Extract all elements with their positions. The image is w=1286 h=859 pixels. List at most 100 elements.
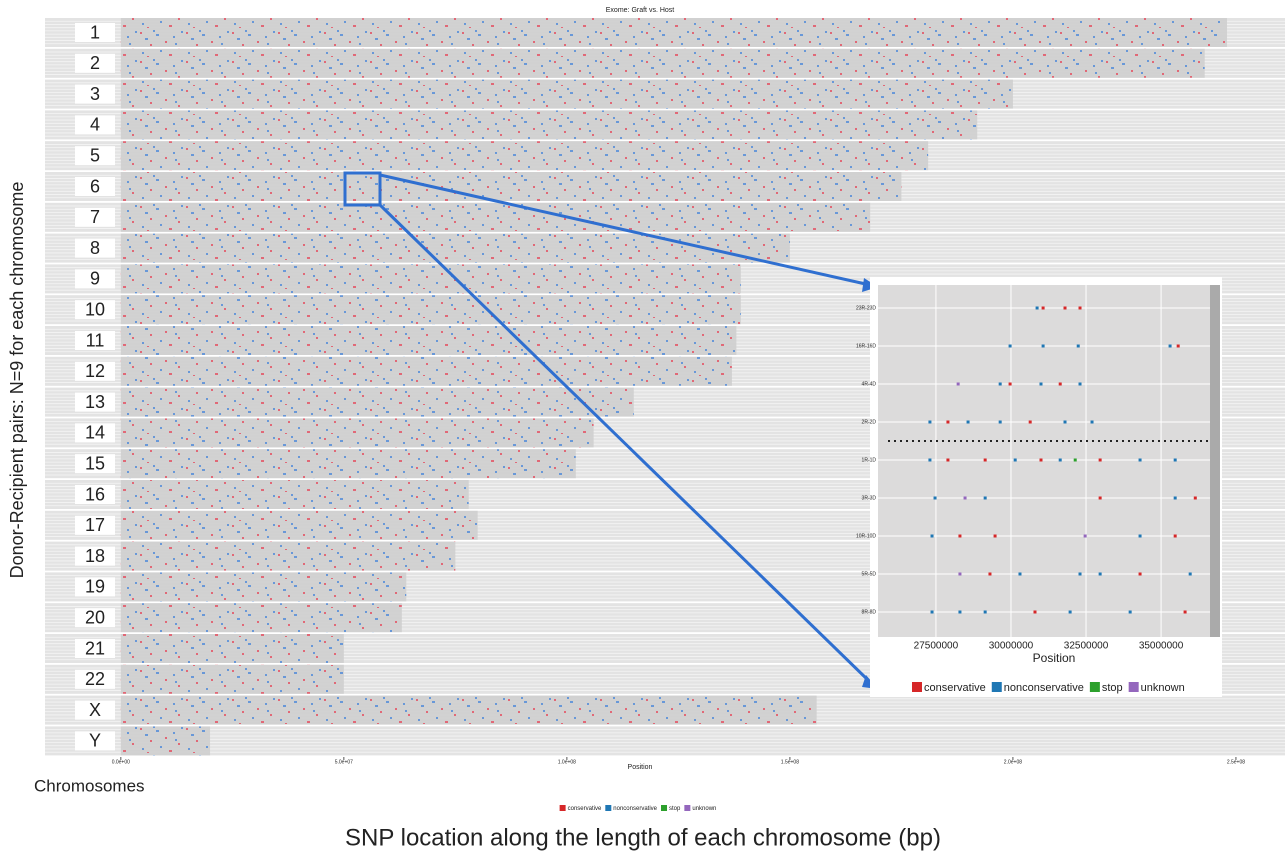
- snp-point: [983, 496, 987, 500]
- label-bg: [75, 300, 115, 320]
- x-tick-label: 5.0e+07: [335, 759, 353, 765]
- legend-label: unknown: [1141, 682, 1185, 694]
- snp-point: [1176, 344, 1180, 348]
- snp-point: [1098, 458, 1102, 462]
- label-bg: [75, 331, 115, 350]
- category-label: 5: [90, 145, 100, 165]
- label-bg: [75, 146, 115, 166]
- snp-extent: [120, 110, 978, 140]
- snp-point: [1063, 306, 1067, 310]
- y-tick-label: 16R-16D: [856, 343, 876, 349]
- snp-point: [966, 420, 970, 424]
- snp-point: [983, 610, 987, 614]
- category-label: 9: [90, 269, 100, 289]
- snp-point: [958, 572, 962, 576]
- snp-point: [983, 458, 987, 462]
- label-bg: [75, 608, 115, 628]
- zoom-box: [343, 171, 382, 207]
- snp-point: [933, 496, 937, 500]
- x-tick-label: 0.0e+00: [112, 759, 130, 765]
- snp-point: [958, 534, 962, 538]
- category-label: 10: [85, 299, 105, 319]
- snp-point: [1138, 534, 1142, 538]
- label-bg: [75, 269, 115, 289]
- snp-extent: [120, 572, 407, 602]
- category-label: 12: [85, 361, 105, 381]
- snp-point: [1173, 496, 1177, 500]
- label-bg: [75, 392, 115, 412]
- caption: SNP location along the length of each ch…: [345, 824, 941, 851]
- legend: conservative nonconservative stop unknown: [559, 805, 716, 812]
- snp-point: [946, 420, 950, 424]
- snp-extent: [120, 480, 469, 509]
- legend-label: stop: [669, 806, 681, 812]
- label-bg: [75, 23, 115, 42]
- snp-extent: [120, 387, 634, 417]
- x-tick-label: 32500000: [1064, 641, 1109, 652]
- legend-swatch: [684, 805, 691, 811]
- snp-extent: [120, 541, 456, 571]
- snp-point: [1138, 572, 1142, 576]
- snp-point: [928, 420, 932, 424]
- snp-point: [963, 496, 967, 500]
- snp-point: [1183, 610, 1187, 614]
- label-bg: [75, 361, 115, 381]
- snp-point: [1008, 382, 1012, 386]
- snp-extent: [120, 664, 344, 694]
- label-bg: [75, 115, 115, 135]
- category-label: 18: [85, 546, 105, 566]
- snp-point: [1193, 496, 1197, 500]
- snp-point: [1028, 420, 1032, 424]
- snp-extent: [120, 418, 594, 448]
- snp-extent: [120, 726, 211, 756]
- y-tick-label: 8R-8D: [862, 609, 877, 615]
- snp-point: [1063, 420, 1067, 424]
- legend-swatch: [991, 682, 1002, 692]
- y-axis-label: Donor-Recipient pairs: N=9 for each chro…: [7, 182, 27, 579]
- label-bg: [75, 423, 115, 443]
- row-band: [45, 726, 1285, 756]
- snp-extent: [120, 18, 1228, 47]
- snp-point: [1039, 458, 1043, 462]
- legend-swatch: [661, 805, 668, 811]
- snp-point: [1033, 610, 1037, 614]
- category-label: 19: [85, 577, 105, 597]
- snp-point: [1068, 610, 1072, 614]
- label-bg: [75, 700, 115, 720]
- snp-point: [1018, 572, 1022, 576]
- label-bg: [75, 515, 115, 535]
- plot-area: [878, 285, 1210, 637]
- category-label: Y: [89, 731, 101, 751]
- x-axis-label: Position: [1033, 651, 1076, 665]
- x-tick-label: 1.5e+08: [781, 759, 799, 765]
- label-bg: [75, 207, 115, 227]
- snp-point: [1058, 458, 1062, 462]
- label-bg: [75, 731, 115, 751]
- snp-point: [1173, 458, 1177, 462]
- category-axis-label: Chromosomes: [34, 776, 145, 795]
- snp-extent: [120, 695, 817, 725]
- category-label: 3: [90, 84, 100, 104]
- snp-point: [1078, 572, 1082, 576]
- legend-label: nonconservative: [613, 806, 657, 812]
- label-bg: [75, 238, 115, 258]
- legend-swatch: [1089, 682, 1100, 692]
- category-label: 14: [85, 423, 105, 443]
- snp-point: [1098, 572, 1102, 576]
- y-tick-label: 23R-23D: [856, 305, 876, 311]
- snp-extent: [120, 202, 871, 232]
- snp-extent: [120, 449, 576, 479]
- snp-point: [1013, 458, 1017, 462]
- legend-swatch: [1128, 682, 1139, 692]
- legend-label: conservative: [568, 806, 602, 812]
- category-label: 1: [90, 22, 100, 42]
- x-tick-label: 2.5e+08: [1227, 759, 1245, 765]
- category-label: 4: [90, 115, 100, 135]
- category-label: X: [89, 700, 101, 720]
- legend-label: unknown: [692, 806, 716, 812]
- category-label: 6: [90, 176, 100, 196]
- snp-extent: [120, 510, 478, 540]
- snp-extent: [120, 233, 790, 263]
- snp-extent: [120, 603, 402, 633]
- legend-swatch: [559, 805, 566, 811]
